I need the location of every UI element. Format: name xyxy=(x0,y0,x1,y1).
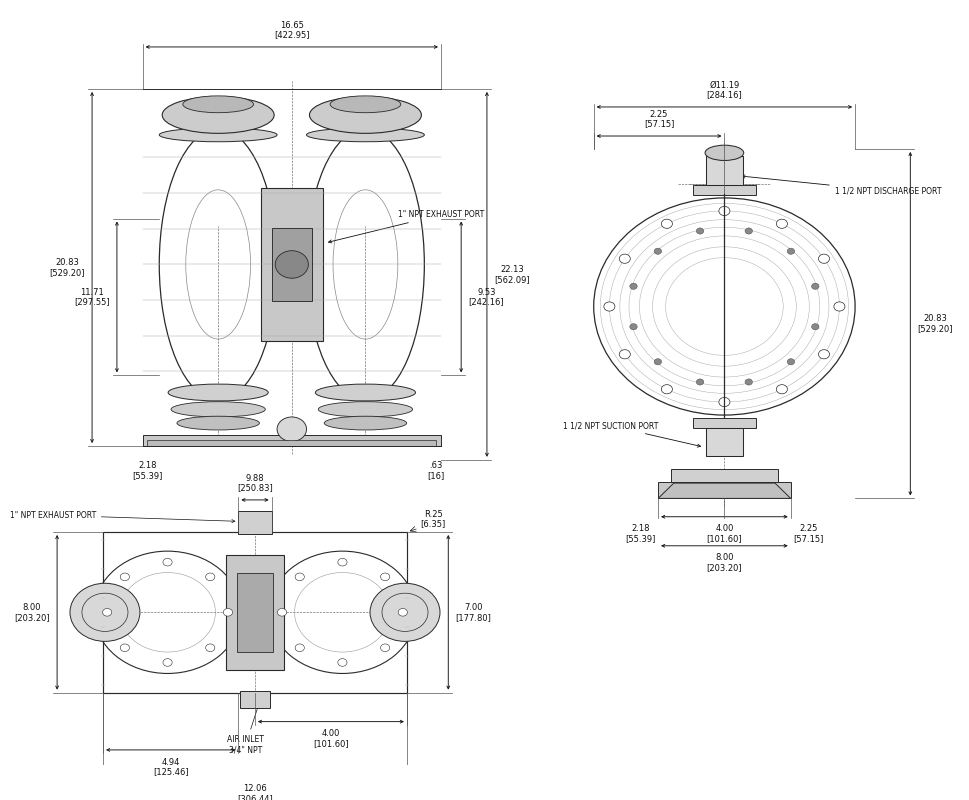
Circle shape xyxy=(630,324,638,330)
Text: 12.06
[306.44]: 12.06 [306.44] xyxy=(237,784,273,800)
Circle shape xyxy=(654,248,662,254)
Circle shape xyxy=(819,350,829,359)
Bar xyxy=(693,418,756,428)
Ellipse shape xyxy=(705,145,744,161)
Text: 16.65
[422.95]: 16.65 [422.95] xyxy=(274,21,309,39)
Circle shape xyxy=(296,644,304,651)
Text: 9.88
[250.83]: 9.88 [250.83] xyxy=(237,474,273,492)
Text: R.25
[6.35]: R.25 [6.35] xyxy=(421,510,446,528)
Circle shape xyxy=(630,283,638,290)
Circle shape xyxy=(819,254,829,263)
Circle shape xyxy=(834,302,845,311)
Bar xyxy=(658,482,791,498)
Text: 1" NPT EXHAUST PORT: 1" NPT EXHAUST PORT xyxy=(328,210,484,243)
Circle shape xyxy=(697,228,703,234)
Circle shape xyxy=(163,658,172,666)
Bar xyxy=(706,428,743,456)
Circle shape xyxy=(223,609,233,616)
Ellipse shape xyxy=(183,96,254,113)
Circle shape xyxy=(205,644,215,651)
Circle shape xyxy=(776,385,788,394)
Ellipse shape xyxy=(159,128,277,142)
Circle shape xyxy=(205,573,215,581)
Text: 4.00
[101.60]: 4.00 [101.60] xyxy=(313,730,349,748)
Circle shape xyxy=(662,219,672,228)
Text: 9.53
[242.16]: 9.53 [242.16] xyxy=(469,287,504,306)
Text: AIR INLET
3/4" NPT: AIR INLET 3/4" NPT xyxy=(228,705,265,754)
Text: 11.71
[297.55]: 11.71 [297.55] xyxy=(74,287,109,306)
Text: 1" NPT EXHAUST PORT: 1" NPT EXHAUST PORT xyxy=(10,510,234,522)
Text: 8.00
[203.20]: 8.00 [203.20] xyxy=(15,603,49,622)
Circle shape xyxy=(381,644,390,651)
Circle shape xyxy=(697,379,703,385)
Bar xyxy=(240,691,269,708)
Bar xyxy=(261,188,323,341)
Circle shape xyxy=(370,583,440,642)
Ellipse shape xyxy=(177,416,260,430)
Text: 2.25
[57.15]: 2.25 [57.15] xyxy=(794,524,824,543)
Circle shape xyxy=(619,350,630,359)
Circle shape xyxy=(277,609,287,616)
Circle shape xyxy=(662,385,672,394)
Circle shape xyxy=(120,573,130,581)
Polygon shape xyxy=(658,483,791,498)
Circle shape xyxy=(296,573,304,581)
Circle shape xyxy=(776,219,788,228)
Bar xyxy=(693,185,756,195)
Circle shape xyxy=(120,644,130,651)
Circle shape xyxy=(277,417,306,442)
Circle shape xyxy=(338,558,347,566)
Circle shape xyxy=(103,609,111,616)
Circle shape xyxy=(719,398,730,406)
Ellipse shape xyxy=(168,384,268,401)
Circle shape xyxy=(787,358,795,365)
Circle shape xyxy=(604,302,615,311)
Text: 2.18
[55.39]: 2.18 [55.39] xyxy=(625,524,655,543)
Text: 2.25
[57.15]: 2.25 [57.15] xyxy=(643,110,674,128)
Text: 1 1/2 NPT SUCTION PORT: 1 1/2 NPT SUCTION PORT xyxy=(563,422,701,447)
Ellipse shape xyxy=(325,416,407,430)
Circle shape xyxy=(787,248,795,254)
Bar xyxy=(238,510,271,534)
Bar xyxy=(147,440,436,446)
Bar xyxy=(142,435,441,446)
Ellipse shape xyxy=(172,402,266,417)
Text: 4.00
[101.60]: 4.00 [101.60] xyxy=(706,524,742,543)
Ellipse shape xyxy=(318,402,413,417)
Circle shape xyxy=(745,228,753,234)
Circle shape xyxy=(381,573,390,581)
Circle shape xyxy=(812,324,819,330)
Text: Ø11.19
[284.16]: Ø11.19 [284.16] xyxy=(706,81,742,99)
Bar xyxy=(706,156,743,185)
Text: 20.83
[529.20]: 20.83 [529.20] xyxy=(918,314,953,333)
Bar xyxy=(671,470,778,483)
Circle shape xyxy=(812,283,819,290)
Circle shape xyxy=(70,583,140,642)
Text: 8.00
[203.20]: 8.00 [203.20] xyxy=(706,554,742,572)
Circle shape xyxy=(163,558,172,566)
Bar xyxy=(103,532,407,693)
Text: 7.00
[177.80]: 7.00 [177.80] xyxy=(455,603,491,622)
Text: 22.13
[562.09]: 22.13 [562.09] xyxy=(494,265,530,284)
Text: 2.18
[55.39]: 2.18 [55.39] xyxy=(132,462,163,480)
Ellipse shape xyxy=(309,97,422,134)
Ellipse shape xyxy=(162,97,274,134)
Bar xyxy=(271,228,312,301)
Text: .63
[16]: .63 [16] xyxy=(427,462,445,480)
Ellipse shape xyxy=(315,384,416,401)
Ellipse shape xyxy=(330,96,401,113)
Circle shape xyxy=(275,250,308,278)
Ellipse shape xyxy=(306,128,424,142)
Text: 20.83
[529.20]: 20.83 [529.20] xyxy=(49,258,84,277)
Text: 4.94
[125.46]: 4.94 [125.46] xyxy=(153,758,189,776)
Circle shape xyxy=(654,358,662,365)
Circle shape xyxy=(338,658,347,666)
Circle shape xyxy=(619,254,630,263)
Circle shape xyxy=(745,379,753,385)
Text: 1 1/2 NPT DISCHARGE PORT: 1 1/2 NPT DISCHARGE PORT xyxy=(742,175,941,195)
Circle shape xyxy=(719,206,730,215)
Bar xyxy=(236,573,273,652)
Circle shape xyxy=(398,609,407,616)
Bar xyxy=(227,555,284,670)
